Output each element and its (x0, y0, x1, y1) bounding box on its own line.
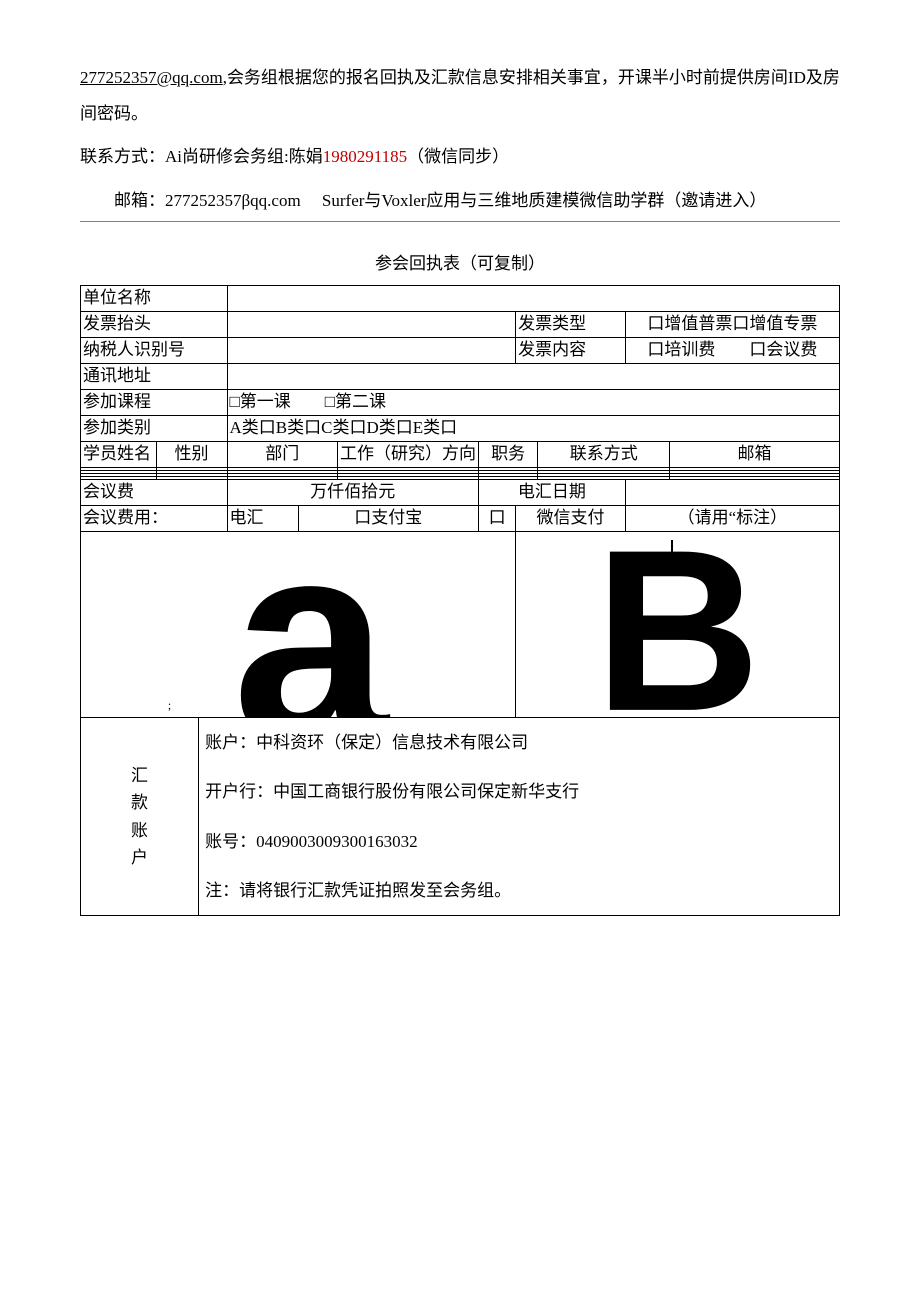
row-address: 通讯地址 (81, 364, 840, 390)
row-fee: 会议费 万仟佰拾元 电汇日期 (81, 480, 840, 506)
contact-prefix: 联系方式：Ai尚研修会务组:陈娟 (80, 147, 323, 166)
qr-mark-dot: ; (168, 697, 171, 713)
value-category[interactable]: A类口B类口C类口D类口E类口 (227, 416, 840, 442)
value-fee-date[interactable] (625, 480, 839, 506)
mail-suffix: Surfer与Voxler应用与三维地质建模微信助学群（邀请进入） (322, 191, 767, 210)
hdr-work: 工作（研究）方向 (338, 442, 479, 468)
pay-wire[interactable]: 电汇 (227, 505, 298, 531)
value-address[interactable] (227, 364, 840, 390)
table-title: 参会回执表（可复制） (80, 246, 840, 282)
label-fee-date: 电汇日期 (479, 480, 626, 506)
qr-mark-hui: 回 (246, 685, 268, 705)
row-bank-1: 汇款账户 账户：中科资环（保定）信息技术有限公司 (81, 717, 840, 767)
row-unit: 单位名称 (81, 286, 840, 312)
value-course[interactable]: □第一课 □第二课 (227, 390, 840, 416)
hdr-job: 职务 (479, 442, 538, 468)
hdr-dept: 部门 (227, 442, 338, 468)
row-qr: a 回 ; B (81, 531, 840, 717)
qr-cell-left: a 回 ; (81, 531, 516, 717)
contact-line: 联系方式：Ai尚研修会务组:陈娟1980291185（微信同步） (80, 139, 840, 175)
bank-no: 账号：0409003009300163032 (199, 817, 840, 866)
label-address: 通讯地址 (81, 364, 228, 390)
qr-cell-right: B (516, 531, 840, 717)
row-taxid: 纳税人识别号 发票内容 口培训费 口会议费 (81, 338, 840, 364)
row-payment: 会议费用： 电汇 口支付宝 口 微信支付 （请用“标注） (81, 505, 840, 531)
label-category: 参加类别 (81, 416, 228, 442)
contact-phone: 1980291185 (323, 147, 407, 166)
qr-placeholder-b-icon: B (595, 532, 761, 717)
mail-prefix: 邮箱：277252357βqq.com (80, 183, 301, 219)
label-course: 参加课程 (81, 390, 228, 416)
intro-email: 277252357@qq.com (80, 68, 223, 87)
value-invoice-title[interactable] (227, 312, 516, 338)
bank-acct: 账户：中科资环（保定）信息技术有限公司 (199, 717, 840, 767)
row-course: 参加课程 □第一课 □第二课 (81, 390, 840, 416)
contact-suffix: （微信同步） (407, 147, 509, 166)
hdr-mail: 邮箱 (670, 442, 840, 468)
hdr-sex: 性别 (156, 442, 227, 468)
row-invoice-title: 发票抬头 发票类型 口增值普票口增值专票 (81, 312, 840, 338)
bank-note: 注：请将银行汇款凭证拍照发至会务组。 (199, 866, 840, 916)
label-invoice-title: 发票抬头 (81, 312, 228, 338)
label-payment: 会议费用： (81, 505, 228, 531)
label-fee: 会议费 (81, 480, 228, 506)
label-invoice-content: 发票内容 (516, 338, 626, 364)
pay-note: （请用“标注） (625, 505, 839, 531)
hdr-contact: 联系方式 (538, 442, 670, 468)
row-student-header: 学员姓名 性别 部门 工作（研究）方向 职务 联系方式 邮箱 (81, 442, 840, 468)
mail-line: 邮箱：277252357βqq.com Surfer与Voxler应用与三维地质… (80, 183, 840, 222)
pay-alipay[interactable]: 口支付宝 (298, 505, 479, 531)
receipt-table: 单位名称 发票抬头 发票类型 口增值普票口增值专票 纳税人识别号 发票内容 口培… (80, 285, 840, 916)
row-category: 参加类别 A类口B类口C类口D类口E类口 (81, 416, 840, 442)
value-unit[interactable] (227, 286, 840, 312)
value-taxid[interactable] (227, 338, 516, 364)
label-invoice-type: 发票类型 (516, 312, 626, 338)
value-invoice-content[interactable]: 口培训费 口会议费 (625, 338, 839, 364)
intro-paragraph: 277252357@qq.com,会务组根据您的报名回执及汇款信息安排相关事宜，… (80, 60, 840, 131)
label-unit: 单位名称 (81, 286, 228, 312)
bank-branch: 开户行：中国工商银行股份有限公司保定新华支行 (199, 767, 840, 816)
hdr-name: 学员姓名 (81, 442, 157, 468)
label-bank: 汇款账户 (81, 717, 199, 916)
label-taxid: 纳税人识别号 (81, 338, 228, 364)
value-fee-amount[interactable]: 万仟佰拾元 (227, 480, 479, 506)
pay-wechat[interactable]: 微信支付 (516, 505, 626, 531)
value-invoice-type[interactable]: 口增值普票口增值专票 (625, 312, 839, 338)
pay-box[interactable]: 口 (479, 505, 516, 531)
